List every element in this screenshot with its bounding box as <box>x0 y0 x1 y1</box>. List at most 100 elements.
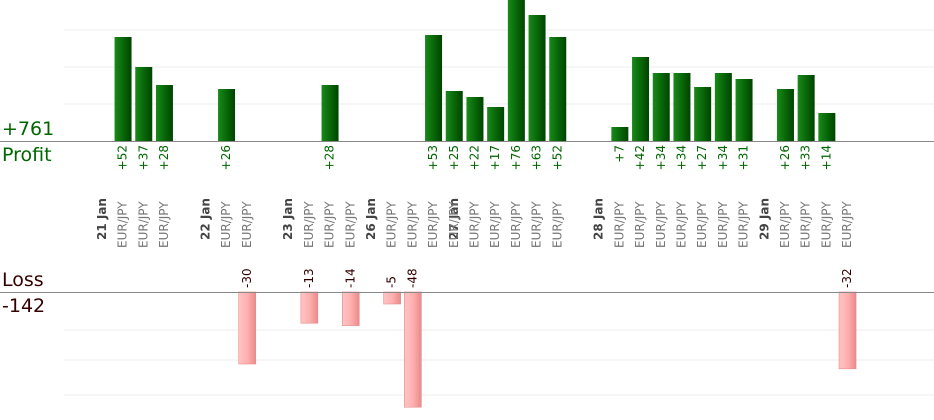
profit-value-label: +53 <box>426 145 440 170</box>
loss-value-label: -5 <box>385 276 399 288</box>
profit-value-label: +26 <box>219 145 233 170</box>
pair-label: EUR/JPY <box>136 201 150 248</box>
loss-value-label: -32 <box>840 268 854 288</box>
profit-bar <box>611 127 629 141</box>
loss-bar <box>341 291 360 326</box>
profit-bar <box>549 37 567 141</box>
profit-bar <box>714 73 732 141</box>
profit-bar <box>507 0 525 141</box>
profit-value-label: +34 <box>674 145 688 170</box>
profit-value-label: +33 <box>799 145 813 170</box>
pair-label: EUR/JPY <box>633 201 647 248</box>
profit-bars <box>114 0 836 141</box>
profit-value-label: +76 <box>509 145 523 170</box>
loss-bar <box>300 291 319 324</box>
pair-label: EUR/JPY <box>219 201 233 248</box>
loss-value-label: -13 <box>302 268 316 288</box>
profit-bar <box>425 35 443 141</box>
pair-label: EUR/JPY <box>530 201 544 248</box>
profit-bar <box>694 87 712 141</box>
profit-bar <box>445 91 463 141</box>
loss-value-label: -48 <box>405 268 419 288</box>
pair-label: EUR/JPY <box>612 201 626 248</box>
pair-label: EUR/JPY <box>509 201 523 248</box>
pair-label: EUR/JPY <box>467 201 481 248</box>
profit-bar <box>466 97 484 141</box>
profit-value-label: +25 <box>447 145 461 170</box>
axes <box>0 141 934 293</box>
date-label: 29 Jan <box>757 198 771 240</box>
profit-value-label: +14 <box>819 145 833 170</box>
date-label: 21 Jan <box>95 198 109 240</box>
profit-bar <box>135 67 153 141</box>
loss-value-label: -14 <box>343 268 357 288</box>
loss-bar <box>838 291 857 370</box>
profit-bar <box>776 89 794 141</box>
pair-label: EUR/JPY <box>654 201 668 248</box>
profit-value-label: +52 <box>550 145 564 170</box>
profit-value-label: +27 <box>695 145 709 170</box>
pair-label: EUR/JPY <box>819 201 833 248</box>
bar-labels: 21 Jan 22 Jan 23 Jan 26 Jan 27 Jan 28 Jan 29 J… <box>95 145 854 288</box>
profit-bar <box>673 73 691 141</box>
loss-bar <box>404 291 422 408</box>
pair-label: EUR/JPY <box>157 201 171 248</box>
profit-bar <box>114 37 132 141</box>
profit-value-label: +26 <box>778 145 792 170</box>
pair-label: EUR/JPY <box>447 201 461 248</box>
pair-label: EUR/JPY <box>323 201 337 248</box>
profit-total: +761 <box>2 118 55 140</box>
pair-label: EUR/JPY <box>799 201 813 248</box>
pair-label: EUR/JPY <box>426 201 440 248</box>
profit-bar <box>797 75 815 141</box>
loss-total: -142 <box>2 295 46 317</box>
profit-value-label: +17 <box>488 145 502 170</box>
profit-value-label: +34 <box>654 145 668 170</box>
date-label: 26 Jan <box>364 198 378 240</box>
profit-value-label: +7 <box>612 145 626 163</box>
pair-label: EUR/JPY <box>716 201 730 248</box>
pair-label: EUR/JPY <box>550 201 564 248</box>
pair-label: EUR/JPY <box>116 201 130 248</box>
loss-bars <box>238 291 857 408</box>
profit-value-label: +34 <box>716 145 730 170</box>
profit-bar <box>735 79 753 141</box>
date-label: 28 Jan <box>592 198 606 240</box>
date-label: 22 Jan <box>198 198 212 240</box>
profit-value-label: +28 <box>157 145 171 170</box>
pair-label: EUR/JPY <box>778 201 792 248</box>
pair-label: EUR/JPY <box>302 201 316 248</box>
pair-label: EUR/JPY <box>240 201 254 248</box>
pair-label: EUR/JPY <box>737 201 751 248</box>
loss-value-label: -30 <box>240 268 254 288</box>
loss-bar <box>238 291 257 365</box>
pair-label: EUR/JPY <box>385 201 399 248</box>
pair-label: EUR/JPY <box>695 201 709 248</box>
pair-label: EUR/JPY <box>488 201 502 248</box>
profit-value-label: +63 <box>530 145 544 170</box>
profit-value-label: +22 <box>467 145 481 170</box>
profit-bar <box>321 85 339 141</box>
pair-label: EUR/JPY <box>343 201 357 248</box>
pair-label: EUR/JPY <box>674 201 688 248</box>
pair-label: EUR/JPY <box>840 201 854 248</box>
profit-label: Profit <box>2 144 52 166</box>
profit-value-label: +52 <box>116 145 130 170</box>
profit-value-label: +42 <box>633 145 647 170</box>
profit-bar <box>818 113 836 141</box>
profit-bar <box>155 85 173 141</box>
profit-bar <box>218 89 236 141</box>
profit-value-label: +28 <box>323 145 337 170</box>
profit-bar <box>632 57 650 141</box>
profit-bar <box>652 73 670 141</box>
profit-value-label: +37 <box>136 145 150 170</box>
pair-label: EUR/JPY <box>405 201 419 248</box>
loss-bar <box>383 291 401 305</box>
date-label: 23 Jan <box>281 198 295 240</box>
profit-value-label: +31 <box>737 145 751 170</box>
date-label: 27 Jan <box>447 198 461 240</box>
profit-bar <box>528 15 546 141</box>
loss-label: Loss <box>2 269 44 291</box>
profit-bar <box>487 107 505 141</box>
